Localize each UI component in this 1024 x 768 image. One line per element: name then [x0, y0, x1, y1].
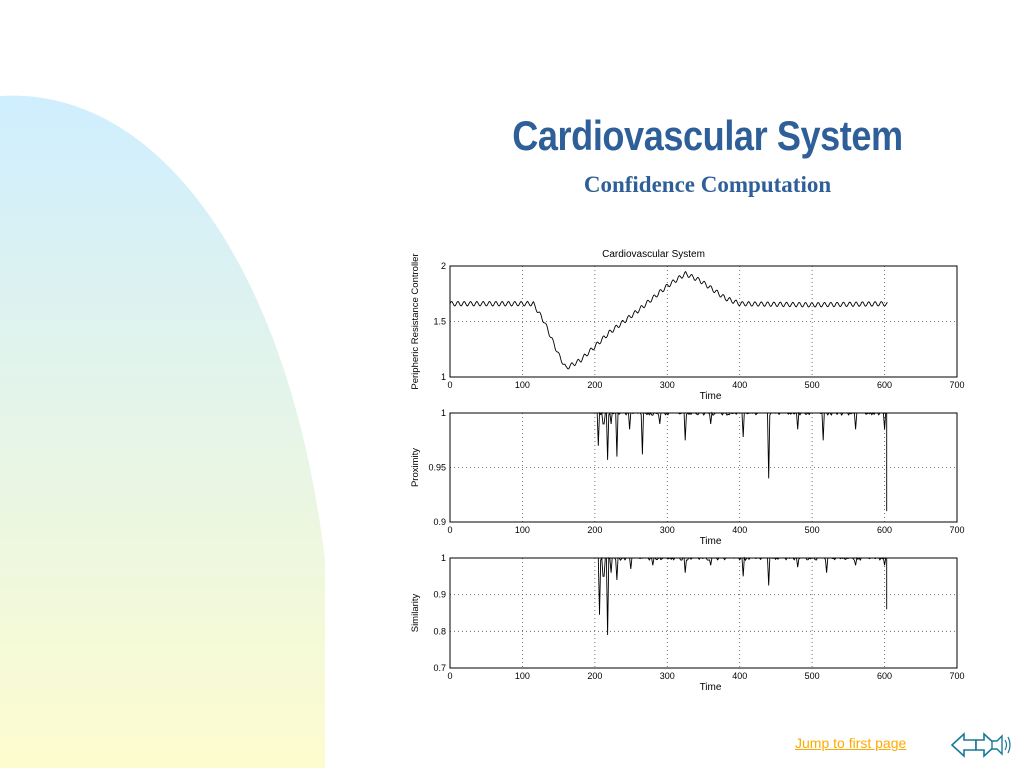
- x-tick-label: 100: [515, 380, 530, 390]
- y-tick-label: 0.9: [433, 590, 446, 600]
- y-tick-label: 1.5: [433, 317, 446, 327]
- series-line: [594, 556, 888, 636]
- y-tick-label: 1: [441, 408, 446, 418]
- x-tick-label: 500: [805, 380, 820, 390]
- y-tick-label: 0.8: [433, 626, 446, 636]
- navigation-buttons: [950, 732, 1011, 758]
- speaker-icon[interactable]: [991, 734, 1011, 756]
- x-axis-label: Time: [700, 682, 722, 693]
- y-tick-label: 0.95: [428, 463, 446, 473]
- x-tick-label: 500: [805, 525, 820, 535]
- x-tick-label: 0: [447, 380, 452, 390]
- series-line: [449, 270, 888, 370]
- y-tick-label: 1: [441, 553, 446, 563]
- jump-to-first-page-link[interactable]: Jump to first page: [795, 735, 907, 751]
- x-tick-label: 600: [877, 380, 892, 390]
- x-tick-label: 500: [805, 671, 820, 681]
- x-tick-label: 100: [515, 525, 530, 535]
- y-tick-label: 1: [441, 372, 446, 382]
- y-tick-label: 0.9: [433, 517, 446, 527]
- y-tick-label: 0.7: [433, 663, 446, 673]
- forward-arrow-icon[interactable]: [975, 732, 998, 758]
- plot-frame: [449, 557, 958, 669]
- y-axis-label: Peripheric Resistance Controller: [410, 253, 421, 389]
- x-axis-label: Time: [700, 536, 722, 547]
- x-tick-label: 200: [587, 525, 602, 535]
- x-tick-label: 0: [447, 525, 452, 535]
- x-tick-label: 100: [515, 671, 530, 681]
- series-line: [594, 411, 888, 512]
- x-tick-label: 700: [949, 671, 964, 681]
- chart-title: Cardiovascular System: [602, 249, 705, 260]
- y-tick-label: 2: [441, 261, 446, 271]
- slide-title: Cardiovascular System: [512, 112, 903, 159]
- y-axis-label: Proximity: [410, 448, 421, 487]
- x-tick-label: 400: [732, 380, 747, 390]
- x-tick-label: 300: [660, 671, 675, 681]
- x-tick-label: 200: [587, 380, 602, 390]
- plot-frame: [449, 412, 958, 523]
- y-axis-label: Similarity: [410, 593, 421, 632]
- x-tick-label: 200: [587, 671, 602, 681]
- x-tick-label: 700: [949, 525, 964, 535]
- x-tick-label: 600: [877, 525, 892, 535]
- x-tick-label: 0: [447, 671, 452, 681]
- x-axis-label: Time: [700, 391, 722, 402]
- x-tick-label: 600: [877, 671, 892, 681]
- background-gradient-shape: [0, 95, 325, 768]
- cardiovascular-figure: 0 100 200 300 400 500 600 70011.52TimePeripheri…: [410, 249, 965, 693]
- x-tick-label: 300: [660, 380, 675, 390]
- plot-frame: [449, 265, 958, 378]
- x-tick-label: 300: [660, 525, 675, 535]
- x-tick-label: 700: [949, 380, 964, 390]
- x-tick-label: 400: [732, 671, 747, 681]
- slide-subtitle: Confidence Computation: [583, 172, 832, 197]
- back-arrow-icon[interactable]: [950, 732, 977, 758]
- x-tick-label: 400: [732, 525, 747, 535]
